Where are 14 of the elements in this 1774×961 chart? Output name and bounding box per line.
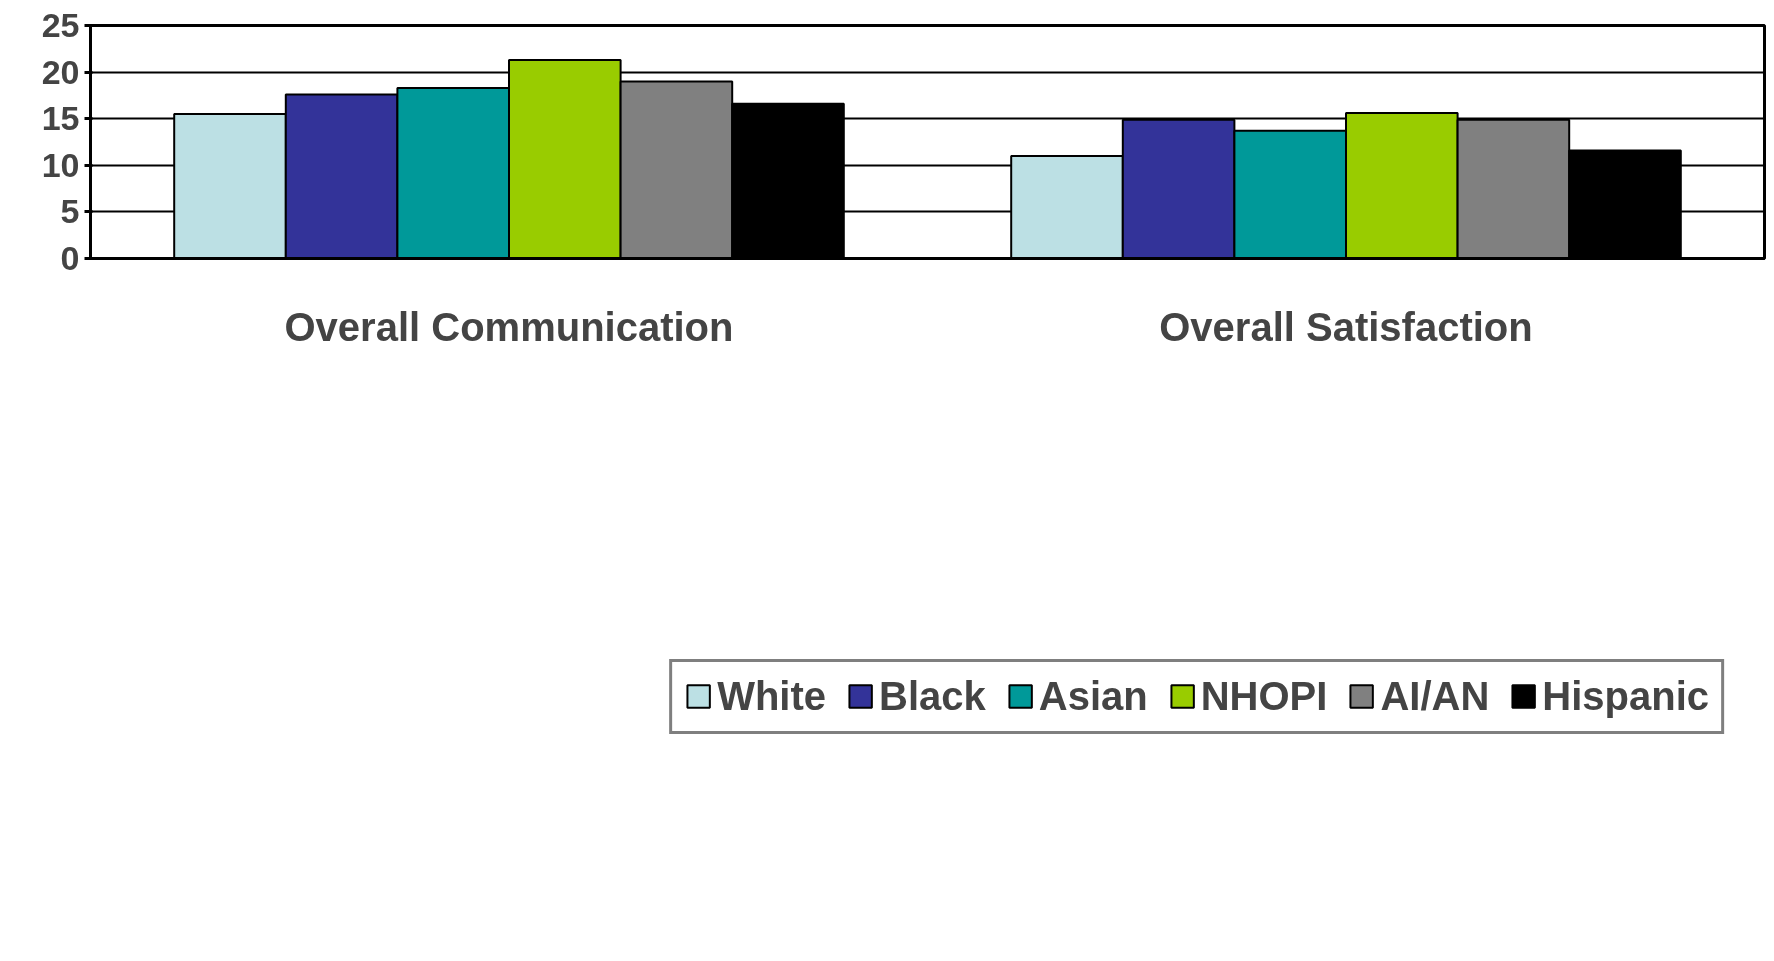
x-tick-label: Overall Communication (284, 304, 734, 349)
legend-label: Hispanic (1542, 673, 1709, 719)
y-tick-label: 0 (60, 239, 80, 277)
legend-label: Black (879, 673, 986, 719)
legend-label: AI/AN (1380, 673, 1490, 719)
y-tick-label: 25 (41, 6, 80, 44)
x-tick-label: Overall Satisfaction (1159, 304, 1533, 349)
y-tick-label: 5 (60, 192, 80, 231)
legend-label: White (717, 673, 827, 719)
y-tick-label: 10 (41, 145, 80, 184)
y-tick-label: 20 (41, 52, 80, 91)
y-tick-label: 15 (41, 99, 80, 138)
legend-label: NHOPI (1200, 673, 1328, 719)
legend-label: Asian (1038, 673, 1148, 719)
